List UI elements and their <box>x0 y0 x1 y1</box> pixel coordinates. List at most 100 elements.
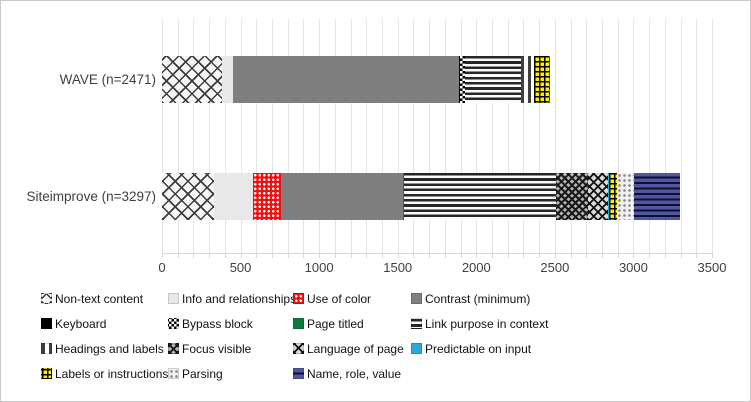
bar-segment-link-purpose-in-context <box>404 173 557 220</box>
gridline <box>303 19 305 253</box>
x-axis-tick <box>413 253 415 258</box>
legend-label: Predictable on input <box>425 341 532 356</box>
gridline <box>492 19 493 253</box>
legend-item-language-of-page: Language of page <box>293 336 411 361</box>
legend-item-use-of-color: Use of color <box>293 286 411 311</box>
x-axis-tick <box>319 253 321 258</box>
legend-label: Focus visible <box>182 341 252 356</box>
predictable-on-input-swatch-icon <box>411 343 422 354</box>
bar-segment-labels-or-instructions <box>533 56 549 103</box>
bar-segment-name-role-value <box>548 56 551 103</box>
focus-visible-swatch-icon <box>168 343 179 354</box>
x-axis-tick <box>554 253 556 258</box>
x-axis-tick <box>696 253 698 258</box>
legend-item-non-text-content: Non-text content <box>41 286 168 311</box>
gridline <box>586 19 588 253</box>
legend-label: Language of page <box>307 341 404 356</box>
bar-segment-keyboard <box>458 56 460 103</box>
legend-item-parsing: Parsing <box>168 361 293 386</box>
legend-item-page-titled: Page titled <box>293 311 411 336</box>
plot-area <box>162 19 713 253</box>
non-text-content-swatch-icon <box>41 293 52 304</box>
bar-segment-headings-and-labels <box>521 56 534 103</box>
legend-label: Info and relationships <box>182 291 297 306</box>
x-axis-tick <box>712 253 713 258</box>
x-axis-tick <box>476 253 478 258</box>
x-axis-tick <box>334 253 336 258</box>
gridline <box>649 19 651 253</box>
x-axis-tick <box>209 253 211 258</box>
x-tick-label: 0 <box>158 260 166 275</box>
legend-label: Contrast (minimum) <box>425 291 531 306</box>
labels-or-instructions-swatch-icon <box>41 368 52 379</box>
gridline <box>523 19 525 253</box>
gridline <box>539 19 541 253</box>
legend-label: Bypass block <box>182 316 253 331</box>
x-axis-tick <box>492 253 493 258</box>
legend-item-labels-or-instructions: Labels or instructions <box>41 361 168 386</box>
gridline <box>397 19 399 253</box>
bypass-block-swatch-icon <box>168 318 179 329</box>
gridline <box>240 19 242 253</box>
legend-item-name-role-value: Name, role, value <box>293 361 411 386</box>
x-tick-label: 3000 <box>618 260 648 275</box>
gridline <box>287 19 289 253</box>
x-axis-tick <box>586 253 588 258</box>
x-tick-label: 2000 <box>461 260 491 275</box>
gridline <box>177 19 179 253</box>
x-axis-tick <box>397 253 399 258</box>
legend-label: Non-text content <box>55 291 144 306</box>
legend-label: Keyboard <box>55 316 107 331</box>
gridline <box>444 19 446 253</box>
gridline <box>633 19 635 253</box>
use-of-color-swatch-icon <box>293 293 304 304</box>
bar-segment-info-and-relationships <box>221 56 234 103</box>
legend-label: Link purpose in context <box>425 316 549 331</box>
category-label: WAVE (n=2471) <box>59 72 156 87</box>
gridline <box>460 19 462 253</box>
bar-segment-use-of-color <box>253 173 282 220</box>
x-axis-tick <box>649 253 651 258</box>
gridline <box>413 19 415 253</box>
legend-item-bypass-block: Bypass block <box>168 311 293 336</box>
gridline <box>664 19 666 253</box>
x-tick-label: 1000 <box>304 260 334 275</box>
legend-label: Use of color <box>307 291 372 306</box>
x-axis-tick <box>177 253 179 258</box>
name-role-value-swatch-icon <box>293 368 304 379</box>
keyboard-swatch-icon <box>41 318 52 329</box>
x-axis-tick <box>366 253 368 258</box>
x-axis-tick <box>224 253 226 258</box>
x-axis-tick <box>429 253 431 258</box>
gridline <box>366 19 368 253</box>
bar-segment-contrast-minimum <box>281 173 404 220</box>
x-tick-label: 500 <box>229 260 252 275</box>
x-axis-tick <box>460 253 462 258</box>
gridline <box>382 19 383 253</box>
x-axis-tick <box>523 253 525 258</box>
gridline <box>712 19 713 253</box>
info-and-relationships-swatch-icon <box>168 293 179 304</box>
x-axis-tick <box>570 253 572 258</box>
legend-label: Page titled <box>307 316 364 331</box>
gridline <box>476 19 478 253</box>
gridline <box>680 19 682 253</box>
legend-item-headings-and-labels: Headings and labels <box>41 336 168 361</box>
gridline <box>209 19 211 253</box>
legend-label: Headings and labels <box>55 341 164 356</box>
gridline <box>193 19 195 253</box>
bar-segment-page-titled <box>403 173 405 220</box>
gridline <box>319 19 321 253</box>
gridline <box>696 19 698 253</box>
bar-segment-contrast-minimum <box>233 56 459 103</box>
gridline <box>507 19 509 253</box>
bar-segment-link-purpose-in-context <box>464 56 522 103</box>
legend: Non-text content Info and relationships Us… <box>41 286 741 386</box>
bar-segment-focus-visible <box>556 173 588 220</box>
legend-item-contrast-minimum: Contrast (minimum) <box>411 286 741 311</box>
x-axis-tick <box>287 253 289 258</box>
category-label: Siteimprove (n=3297) <box>26 189 156 204</box>
x-axis-tick <box>680 253 682 258</box>
x-axis-tick <box>617 253 619 258</box>
gridline <box>256 19 258 253</box>
